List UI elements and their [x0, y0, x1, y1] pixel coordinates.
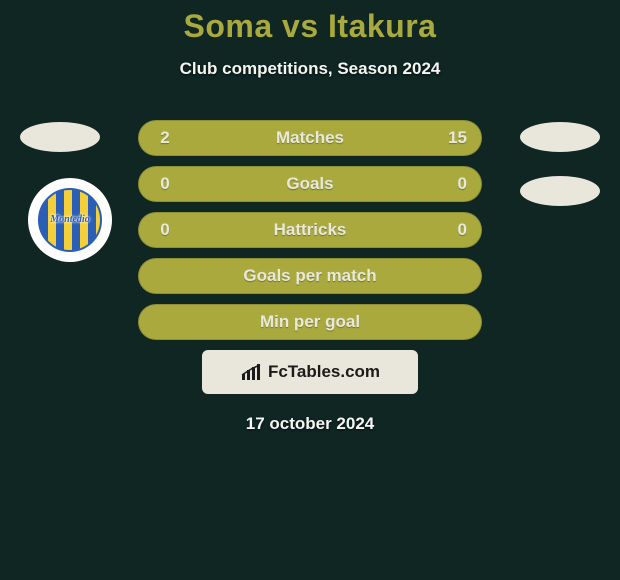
- page-subtitle: Club competitions, Season 2024: [0, 59, 620, 79]
- stat-left-value: 0: [153, 174, 177, 194]
- player-left-avatar: [20, 122, 100, 152]
- stat-label: Hattricks: [177, 220, 443, 240]
- stat-left-value: 2: [153, 128, 177, 148]
- club-crest-container: Montedio: [28, 178, 112, 262]
- stat-right-value: 15: [443, 128, 467, 148]
- stat-label: Matches: [177, 128, 443, 148]
- club-crest-text: Montedio: [50, 215, 89, 226]
- player-right-avatar: [520, 122, 600, 152]
- stat-label: Goals: [177, 174, 443, 194]
- stat-row-hattricks: 0Hattricks0: [138, 212, 482, 248]
- chart-bars-icon: [240, 364, 262, 380]
- stat-row-goals: 0Goals0: [138, 166, 482, 202]
- club-crest: Montedio: [38, 188, 102, 252]
- brand-badge: FcTables.com: [202, 350, 418, 394]
- page-title: Soma vs Itakura: [0, 0, 620, 45]
- stat-left-value: 0: [153, 220, 177, 240]
- stat-right-value: 0: [443, 220, 467, 240]
- stat-row-min-per-goal: Min per goal: [138, 304, 482, 340]
- player-right-avatar-2: [520, 176, 600, 206]
- brand-text: FcTables.com: [268, 362, 380, 382]
- stat-label: Min per goal: [153, 312, 467, 332]
- stat-row-goals-per-match: Goals per match: [138, 258, 482, 294]
- stat-row-matches: 2Matches15: [138, 120, 482, 156]
- comparison-card: Soma vs Itakura Club competitions, Seaso…: [0, 0, 620, 580]
- stat-right-value: 0: [443, 174, 467, 194]
- date-text: 17 october 2024: [138, 414, 482, 434]
- stats-column: 2Matches150Goals00Hattricks0Goals per ma…: [138, 120, 482, 434]
- stat-label: Goals per match: [153, 266, 467, 286]
